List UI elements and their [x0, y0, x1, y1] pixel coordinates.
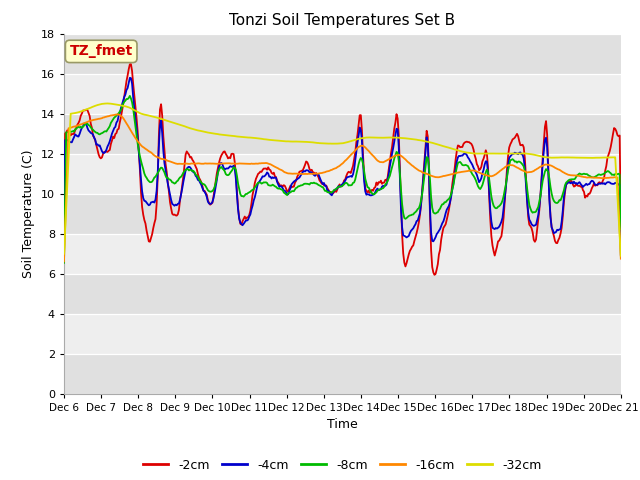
- -4cm: [393, 126, 401, 132]
- Bar: [64, 73, 621, 114]
- -8cm: [393, 149, 401, 155]
- Bar: [64, 234, 621, 274]
- Line: -4cm: -4cm: [64, 78, 621, 255]
- -32cm: [518, 151, 525, 156]
- -4cm: [605, 179, 612, 185]
- -4cm: [329, 190, 337, 195]
- -16cm: [605, 175, 612, 180]
- -32cm: [326, 141, 333, 146]
- -16cm: [518, 167, 525, 173]
- X-axis label: Time: Time: [327, 418, 358, 431]
- -16cm: [329, 167, 337, 172]
- -4cm: [126, 75, 134, 81]
- -2cm: [326, 190, 333, 195]
- -2cm: [519, 142, 527, 148]
- -4cm: [518, 151, 525, 157]
- Bar: [64, 313, 621, 354]
- -4cm: [362, 192, 370, 198]
- -2cm: [60, 217, 68, 223]
- Text: TZ_fmet: TZ_fmet: [70, 44, 133, 59]
- -4cm: [60, 222, 68, 228]
- Bar: [64, 193, 621, 234]
- -32cm: [605, 155, 612, 160]
- -32cm: [60, 251, 68, 257]
- -32cm: [393, 135, 401, 141]
- -4cm: [617, 252, 625, 258]
- -32cm: [104, 101, 111, 107]
- Bar: [64, 354, 621, 394]
- -32cm: [617, 253, 625, 259]
- -16cm: [362, 146, 370, 152]
- -2cm: [329, 191, 337, 196]
- Title: Tonzi Soil Temperatures Set B: Tonzi Soil Temperatures Set B: [229, 13, 456, 28]
- -16cm: [326, 168, 333, 174]
- -2cm: [617, 219, 625, 225]
- -8cm: [518, 160, 525, 166]
- -8cm: [329, 189, 337, 194]
- Bar: [64, 274, 621, 313]
- -8cm: [362, 180, 370, 186]
- -2cm: [362, 188, 370, 194]
- Bar: [64, 154, 621, 193]
- -2cm: [606, 148, 614, 154]
- -2cm: [127, 61, 135, 67]
- -32cm: [329, 141, 337, 146]
- -8cm: [605, 168, 612, 174]
- -8cm: [326, 190, 333, 195]
- -8cm: [617, 227, 625, 232]
- -2cm: [393, 111, 401, 117]
- -16cm: [393, 152, 401, 158]
- -16cm: [114, 111, 122, 117]
- -16cm: [617, 256, 625, 262]
- Bar: [64, 114, 621, 154]
- Legend: -2cm, -4cm, -8cm, -16cm, -32cm: -2cm, -4cm, -8cm, -16cm, -32cm: [138, 455, 547, 477]
- Y-axis label: Soil Temperature (C): Soil Temperature (C): [22, 149, 35, 278]
- Line: -8cm: -8cm: [64, 96, 621, 263]
- Bar: [64, 34, 621, 73]
- -4cm: [326, 191, 333, 196]
- Line: -32cm: -32cm: [64, 104, 621, 256]
- Line: -16cm: -16cm: [64, 114, 621, 262]
- -16cm: [60, 259, 68, 264]
- -8cm: [126, 93, 134, 99]
- Line: -2cm: -2cm: [64, 64, 621, 275]
- -32cm: [362, 135, 370, 141]
- -8cm: [60, 260, 68, 265]
- -2cm: [431, 272, 438, 278]
